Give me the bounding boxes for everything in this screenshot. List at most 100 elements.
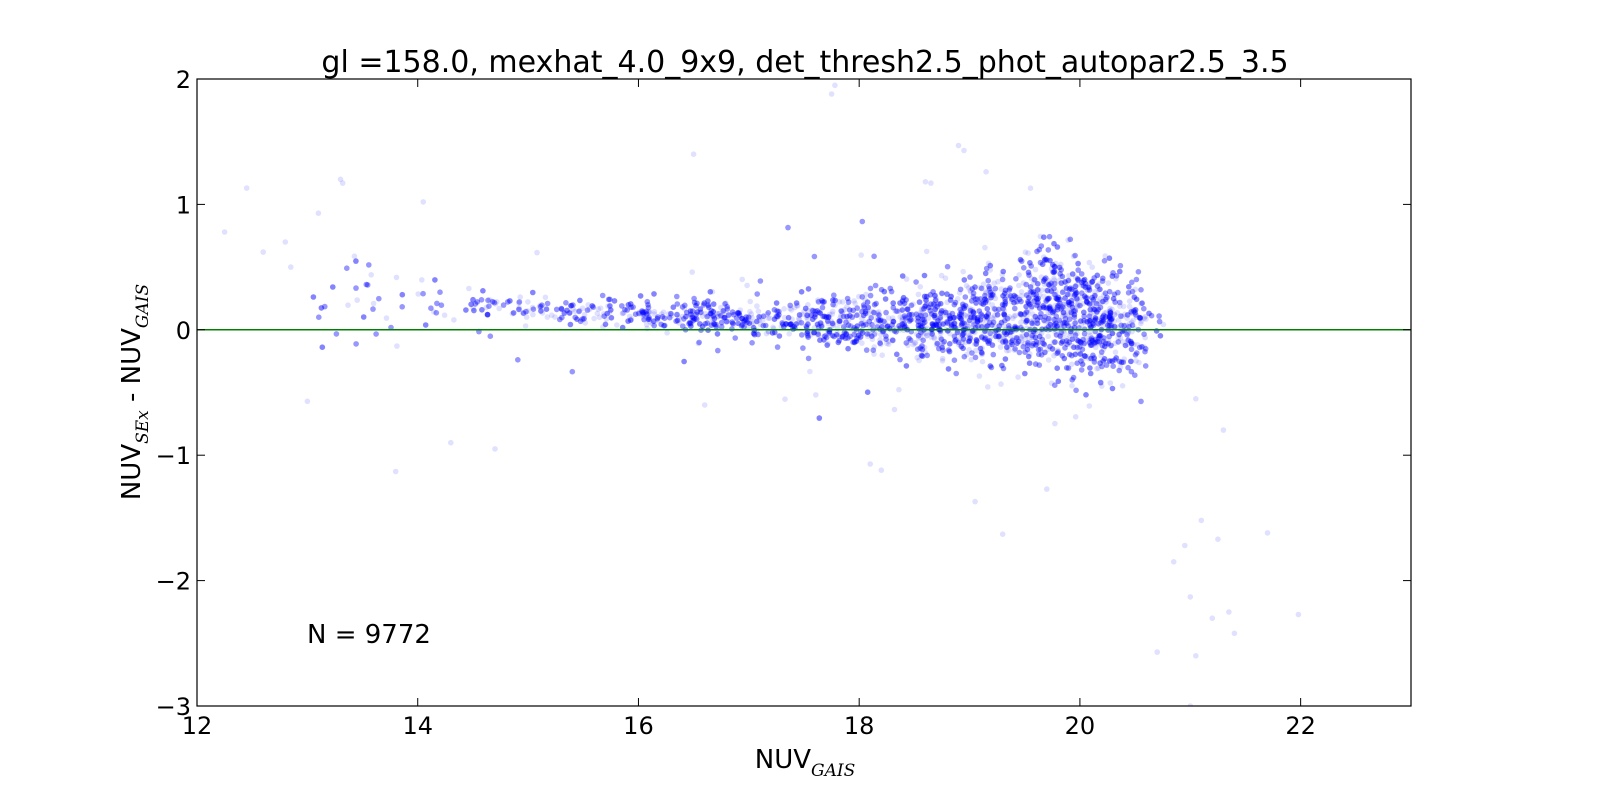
data-point (943, 312, 949, 318)
data-point (747, 298, 753, 305)
data-point (1014, 294, 1020, 301)
data-point (1106, 358, 1112, 364)
data-point (741, 318, 747, 325)
data-point (907, 316, 913, 323)
data-point (665, 311, 672, 317)
data-point (1072, 291, 1079, 297)
data-point (1082, 280, 1089, 287)
data-point (1002, 317, 1008, 324)
data-point (1041, 281, 1048, 288)
data-point (1001, 335, 1007, 342)
data-point (739, 322, 746, 328)
data-point (647, 319, 653, 325)
data-point (1090, 310, 1097, 316)
data-point (1084, 287, 1091, 294)
data-point (1117, 364, 1124, 370)
data-point (1095, 335, 1102, 342)
data-point (828, 318, 835, 325)
data-point (1091, 341, 1097, 347)
data-point (781, 306, 787, 312)
data-point (1086, 329, 1093, 336)
data-point (985, 311, 992, 318)
data-point (805, 331, 811, 337)
data-point (907, 337, 914, 343)
data-point (1018, 338, 1025, 345)
data-point (1036, 333, 1043, 340)
data-point (877, 340, 883, 347)
data-point (1050, 261, 1056, 268)
data-point (594, 310, 601, 317)
data-point (639, 308, 645, 314)
data-point (998, 286, 1005, 292)
data-point (947, 330, 953, 337)
data-point (1004, 343, 1010, 350)
data-point (871, 331, 878, 338)
data-point (1074, 298, 1081, 304)
data-point (1045, 281, 1052, 288)
data-point (911, 316, 917, 322)
data-point (441, 312, 448, 319)
data-point (1096, 333, 1102, 339)
data-point (1090, 320, 1096, 327)
data-point (948, 323, 955, 329)
data-point (1051, 268, 1058, 275)
data-point (1004, 330, 1011, 336)
data-point (548, 312, 555, 319)
data-point (1073, 290, 1080, 296)
data-point (660, 309, 667, 316)
data-point (579, 305, 586, 312)
data-point (1054, 323, 1060, 329)
data-point (1038, 274, 1045, 280)
data-point (825, 329, 831, 336)
data-point (776, 333, 783, 339)
data-point (1051, 322, 1057, 328)
data-point (861, 312, 867, 319)
data-point (1021, 265, 1027, 271)
data-point (924, 300, 930, 307)
data-point (693, 302, 699, 309)
data-point (636, 309, 642, 316)
data-point (995, 278, 1001, 285)
data-point (958, 316, 965, 323)
data-point (1095, 281, 1102, 288)
data-point (687, 320, 694, 327)
data-point (853, 329, 860, 335)
data-point (1098, 316, 1105, 322)
data-point (1086, 285, 1093, 291)
data-point (1011, 313, 1017, 320)
data-point (960, 336, 967, 342)
data-point (961, 305, 968, 312)
data-point (878, 331, 884, 338)
data-point (977, 317, 984, 323)
data-point (821, 313, 828, 320)
data-point (577, 297, 583, 304)
data-point (1087, 370, 1094, 377)
data-point (839, 299, 846, 305)
data-point (983, 317, 990, 324)
data-point (716, 310, 723, 317)
data-point (736, 310, 742, 316)
data-point (1054, 296, 1060, 303)
data-point (928, 331, 935, 337)
data-point (1062, 279, 1068, 285)
data-point (1011, 299, 1017, 306)
data-point (1128, 309, 1135, 316)
data-point (1138, 300, 1144, 307)
data-point (903, 363, 910, 369)
data-point (892, 308, 898, 314)
data-point (987, 262, 994, 269)
data-point (1073, 282, 1080, 288)
data-point (725, 312, 732, 318)
data-point (468, 301, 474, 308)
data-point (1038, 330, 1045, 336)
data-point (962, 339, 969, 346)
data-point (810, 308, 817, 314)
data-point (1096, 300, 1102, 307)
data-point (939, 355, 946, 362)
data-point (1099, 383, 1105, 389)
data-point (933, 342, 940, 348)
data-point (1083, 335, 1090, 341)
data-point (897, 314, 903, 320)
data-point (921, 306, 927, 312)
data-point (1138, 320, 1144, 327)
